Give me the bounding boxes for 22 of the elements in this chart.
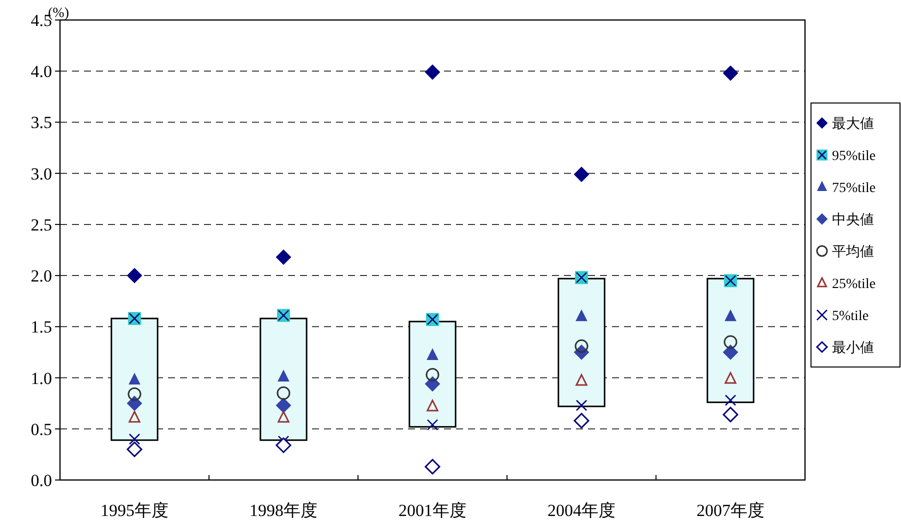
y-tick-label: 1.0: [30, 368, 52, 388]
legend-label: 最大値: [832, 116, 874, 132]
legend-label: 平均値: [832, 244, 874, 260]
y-tick-label: 3.5: [30, 113, 52, 132]
y-tick-label: 0.5: [30, 420, 52, 439]
y-tick-label: 0.0: [30, 471, 52, 490]
x-tick-label: 2007年度: [696, 501, 764, 520]
y-tick-label: 1.5: [30, 318, 52, 337]
legend-label: 5%tile: [832, 309, 869, 324]
legend-label: 25%tile: [832, 277, 876, 292]
x-tick-label: 1995年度: [100, 501, 168, 520]
y-tick-label: 3.0: [30, 164, 52, 184]
legend-label: 最小値: [832, 340, 874, 356]
legend-label: 95%tile: [832, 149, 876, 164]
legend-label: 中央値: [832, 212, 874, 228]
y-tick-label: 2.0: [30, 266, 52, 286]
legend-label: 75%tile: [832, 181, 876, 196]
x-tick-label: 2001年度: [398, 501, 466, 520]
x-tick-label: 2004年度: [548, 501, 616, 520]
y-tick-label: 2.5: [30, 215, 52, 234]
x-tick-label: 1998年度: [250, 501, 318, 520]
y-tick-label: 4.0: [30, 62, 52, 82]
